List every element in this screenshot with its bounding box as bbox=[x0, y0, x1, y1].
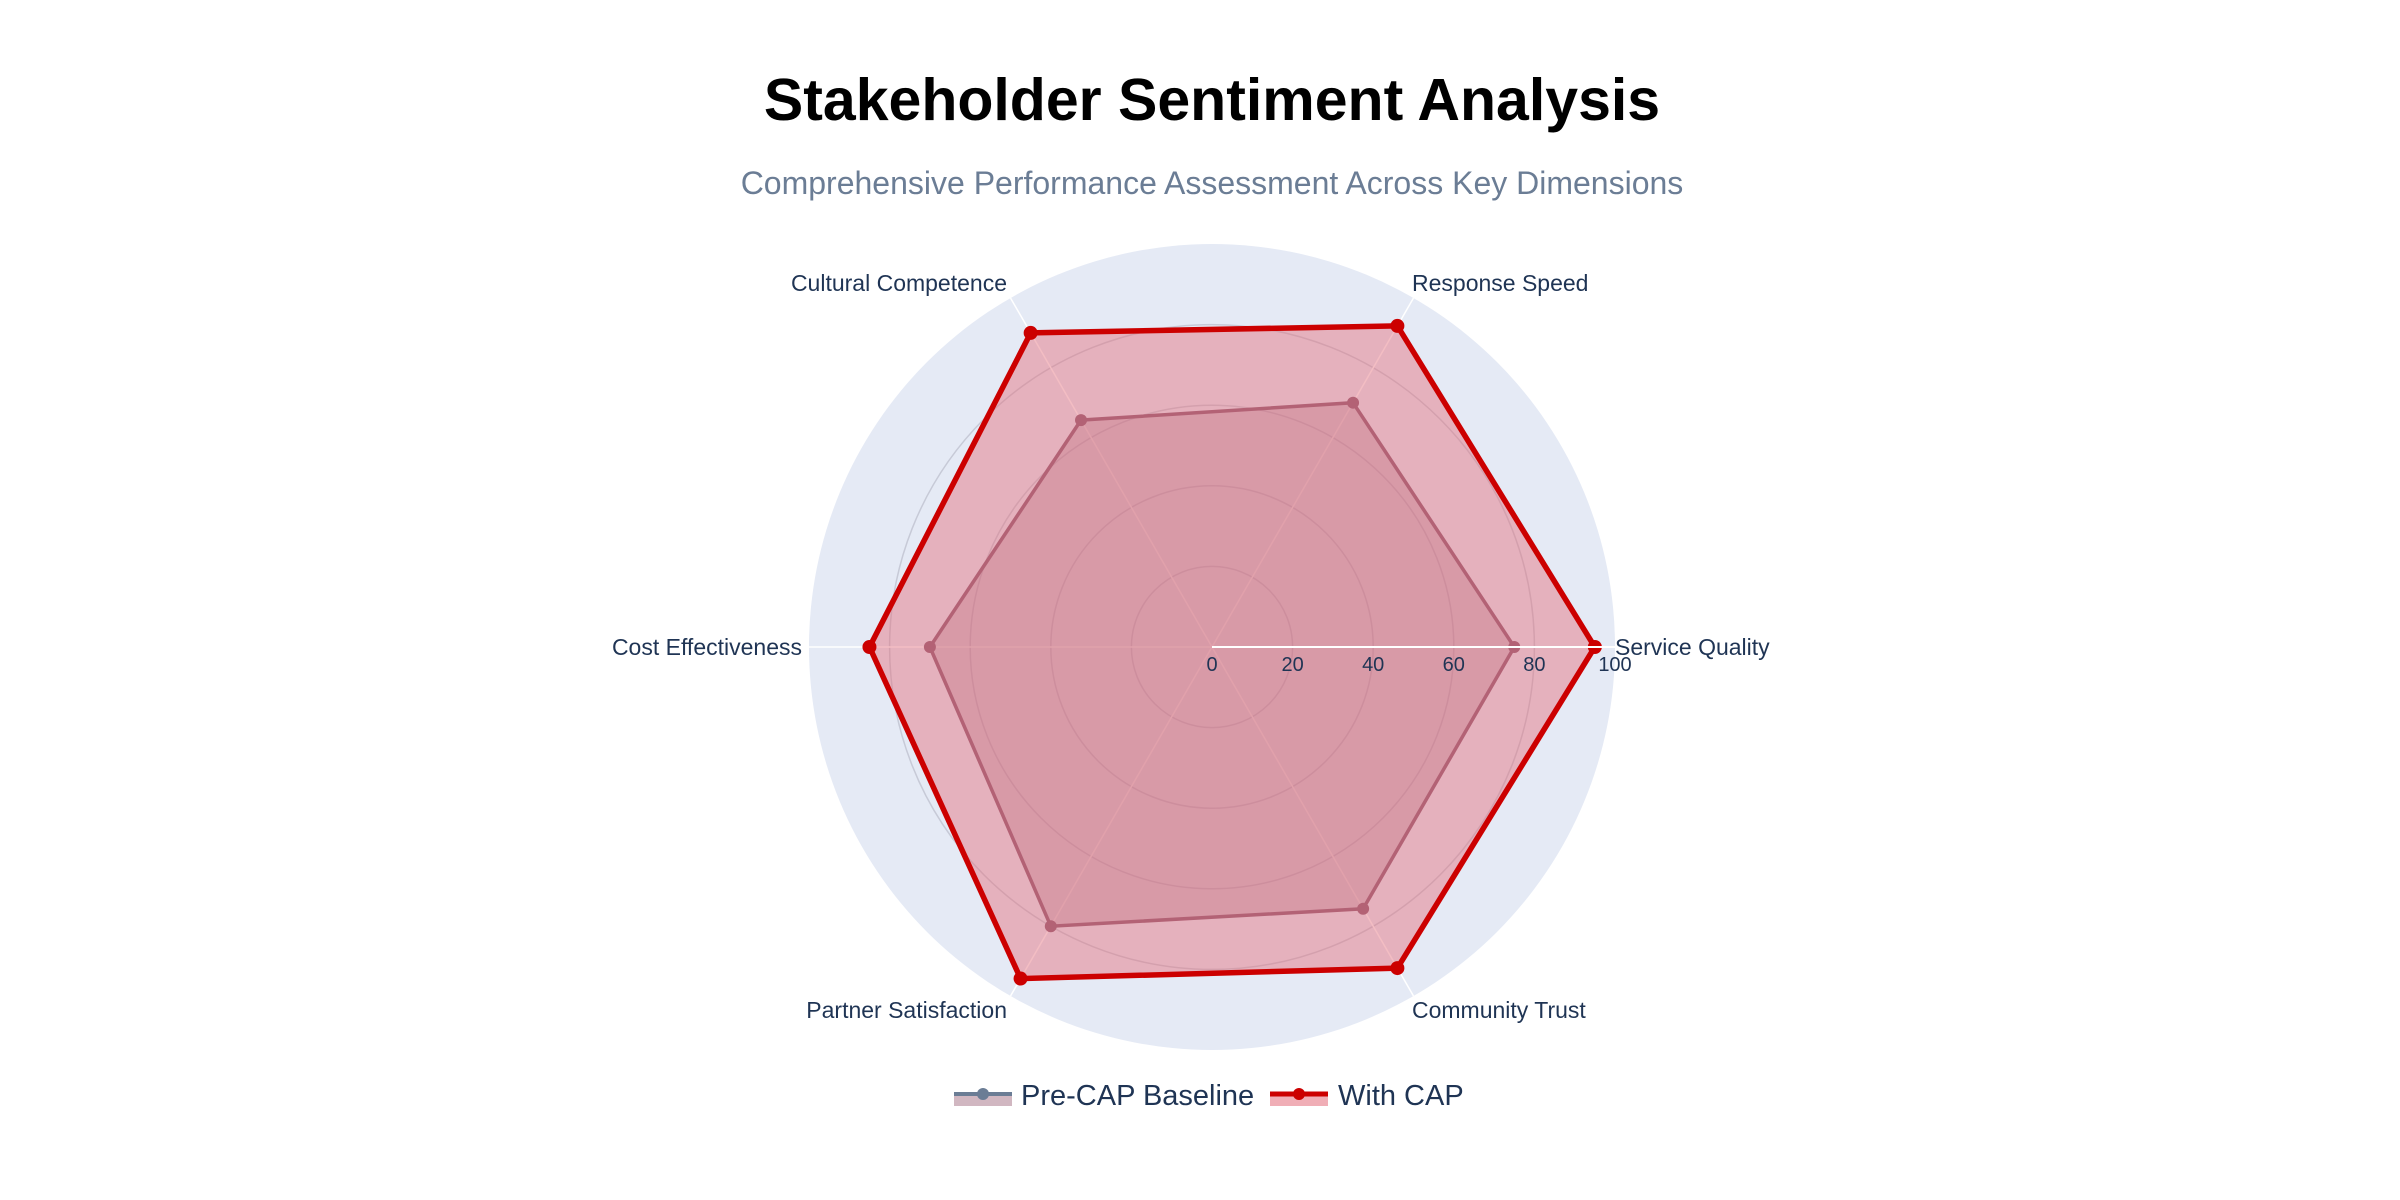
series-1 bbox=[923, 396, 1521, 933]
legend-swatch bbox=[954, 1096, 1012, 1106]
series-2 bbox=[862, 318, 1602, 986]
radial-tick-label: 100 bbox=[1598, 654, 1631, 676]
category-label: Service Quality bbox=[1615, 634, 1770, 660]
category-label: Cultural Competence bbox=[791, 270, 1007, 296]
data-point[interactable] bbox=[1013, 971, 1028, 986]
data-point[interactable] bbox=[1023, 325, 1038, 340]
category-label: Response Speed bbox=[1412, 270, 1588, 296]
legend-marker bbox=[1293, 1088, 1305, 1100]
category-label: Partner Satisfaction bbox=[806, 997, 1007, 1023]
chart-title: Stakeholder Sentiment Analysis bbox=[764, 67, 1660, 133]
radial-tick-label: 80 bbox=[1523, 654, 1545, 676]
series-area bbox=[929, 402, 1515, 927]
spoke-line bbox=[1009, 646, 1213, 997]
data-point[interactable] bbox=[1357, 902, 1370, 915]
data-point[interactable] bbox=[1390, 318, 1405, 333]
spoke-line bbox=[1009, 297, 1213, 648]
radial-tick-label: 40 bbox=[1362, 654, 1384, 676]
chart-subtitle: Comprehensive Performance Assessment Acr… bbox=[741, 165, 1684, 201]
spoke-line bbox=[1211, 297, 1415, 648]
data-point[interactable] bbox=[1075, 414, 1088, 427]
legend-swatch bbox=[1270, 1096, 1328, 1106]
data-point[interactable] bbox=[1044, 920, 1057, 933]
radial-tick-label: 60 bbox=[1443, 654, 1465, 676]
data-point[interactable] bbox=[862, 640, 877, 654]
data-point[interactable] bbox=[923, 641, 936, 653]
legend-item-1[interactable]: Pre-CAP Baseline bbox=[954, 1080, 1254, 1112]
radial-tick-label: 0 bbox=[1206, 654, 1217, 676]
data-point[interactable] bbox=[1347, 396, 1360, 409]
legend-label: Pre-CAP Baseline bbox=[1021, 1080, 1254, 1112]
legend: Pre-CAP Baseline With CAP bbox=[954, 1080, 1464, 1112]
category-label: Cost Effectiveness bbox=[612, 634, 802, 660]
spoke-line bbox=[1211, 646, 1415, 997]
legend-marker bbox=[977, 1088, 989, 1100]
series-area bbox=[869, 325, 1595, 979]
legend-label: With CAP bbox=[1338, 1080, 1464, 1112]
category-label: Community Trust bbox=[1412, 997, 1586, 1023]
legend-item-2[interactable]: With CAP bbox=[1270, 1080, 1464, 1112]
radial-tick-label: 20 bbox=[1281, 654, 1303, 676]
series-layer bbox=[862, 318, 1602, 986]
data-point[interactable] bbox=[1390, 961, 1405, 976]
